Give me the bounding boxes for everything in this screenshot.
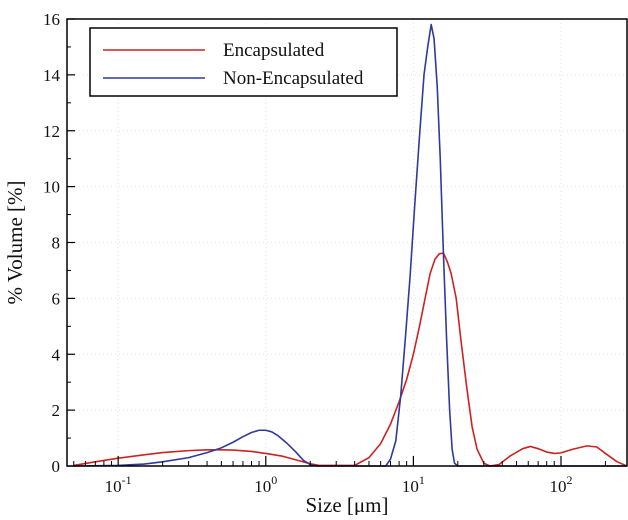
y-tick-label: 10: [43, 178, 60, 197]
axes-layer: 0 2 4 6 8 10 12 14 16 10-1 100 101 102: [43, 10, 606, 496]
x-tick-label: 101: [402, 473, 425, 496]
x-tick-label: 102: [549, 473, 572, 496]
x-tick-label: 100: [254, 473, 277, 496]
y-tick-label: 6: [52, 289, 61, 308]
y-axis-title: % Volume [%]: [3, 180, 27, 304]
series-layer: [73, 23, 628, 467]
y-tick-label: 16: [43, 10, 60, 29]
x-axis-title: Size [μm]: [306, 493, 389, 515]
series-line-encapsulated: [73, 252, 628, 467]
legend-box: [89, 27, 398, 97]
y-tick-label: 14: [43, 66, 61, 85]
y-tick-label: 4: [52, 345, 61, 364]
y-tick-label: 0: [52, 457, 61, 476]
y-tick-label: 2: [52, 401, 61, 420]
y-tick-label: 8: [52, 234, 61, 253]
series-line-non-encapsulated: [73, 23, 627, 467]
legend-label-encapsulated: Encapsulated: [223, 40, 325, 61]
legend: Encapsulated Non-Encapsulated: [89, 27, 398, 97]
legend-label-non-encapsulated: Non-Encapsulated: [223, 68, 364, 89]
x-tick-label: 10-1: [105, 473, 132, 496]
y-tick-label: 12: [43, 122, 60, 141]
